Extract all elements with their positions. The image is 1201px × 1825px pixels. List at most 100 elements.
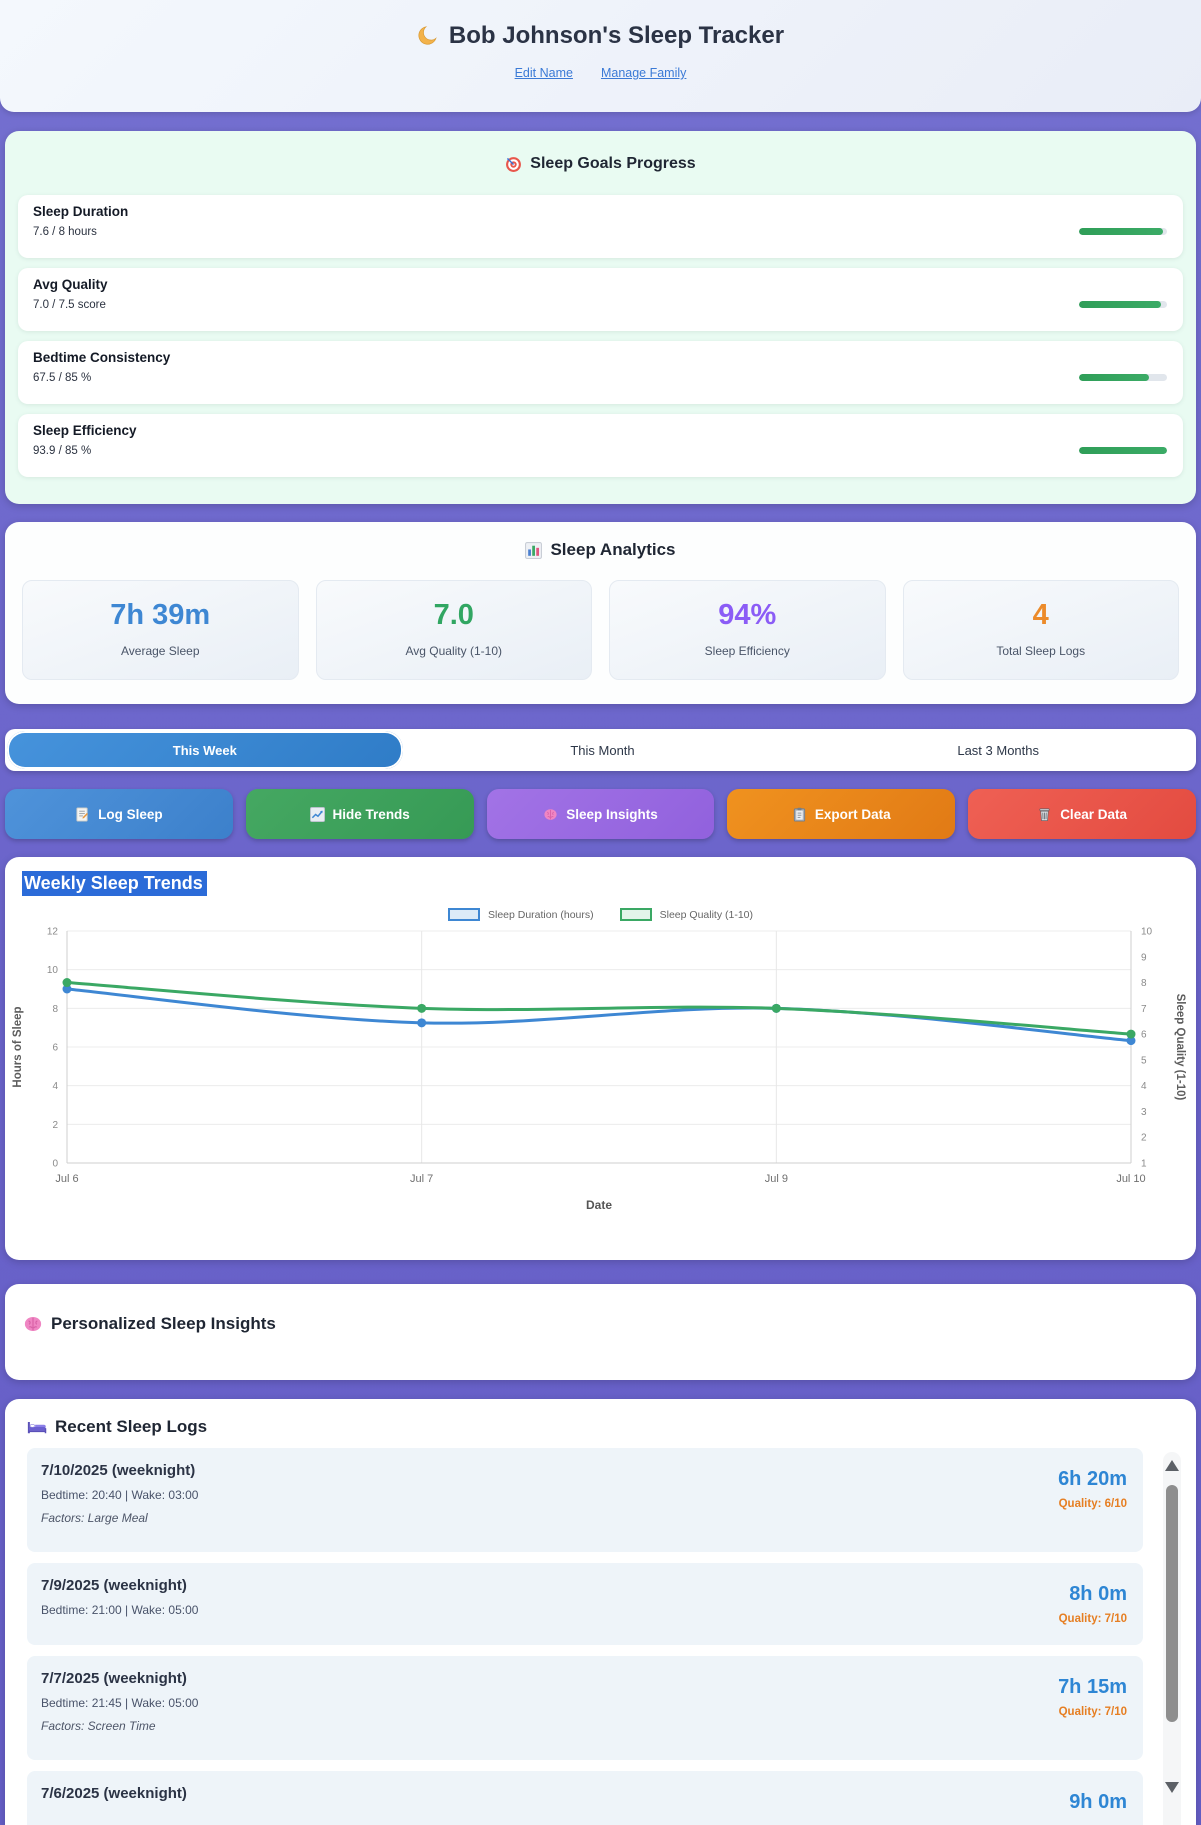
log-date: 7/6/2025 (weeknight) (41, 1785, 187, 1802)
chart-legend: Sleep Duration (hours) Sleep Quality (1-… (5, 908, 1196, 921)
goals-title: Sleep Goals Progress (18, 155, 1183, 173)
log-entry: 7/10/2025 (weeknight) Bedtime: 20:40 | W… (27, 1448, 1143, 1552)
svg-text:Jul 6: Jul 6 (55, 1173, 78, 1185)
goal-label: Avg Quality (33, 277, 108, 292)
legend-swatch (619, 908, 652, 921)
log-quality: Quality: 7/10 (1058, 1706, 1127, 1718)
hide-trends-button[interactable]: Hide Trends (245, 789, 474, 839)
goal-value: 93.9 / 85 % (33, 445, 92, 457)
goal-value: 7.6 / 8 hours (33, 226, 97, 238)
scroll-down-icon[interactable] (1165, 1782, 1179, 1793)
insights-section: Personalized Sleep Insights (5, 1284, 1196, 1380)
svg-text:Date: Date (586, 1198, 612, 1212)
log-entry: 7/6/2025 (weeknight) 9h 0m (27, 1771, 1143, 1825)
stat-label: Average Sleep (120, 644, 200, 658)
goal-label: Sleep Efficiency (33, 423, 137, 438)
svg-text:3: 3 (1141, 1107, 1147, 1118)
svg-text:8: 8 (1141, 978, 1147, 989)
sleep-goals-section: Sleep Goals Progress Sleep Duration 7.6 … (5, 131, 1196, 504)
tab-this-month[interactable]: This Month (570, 742, 635, 758)
goal-row-sleep-duration: Sleep Duration 7.6 / 8 hours (18, 195, 1183, 258)
svg-text:Jul 9: Jul 9 (765, 1173, 788, 1185)
recent-sleep-logs-section: Recent Sleep Logs 7/10/2025 (weeknight) … (5, 1399, 1196, 1825)
scroll-up-icon[interactable] (1165, 1460, 1179, 1471)
svg-text:4: 4 (1141, 1081, 1147, 1092)
sleep-log-list: 7/10/2025 (weeknight) Bedtime: 20:40 | W… (27, 1448, 1181, 1825)
tab-this-week[interactable]: This Week (7, 731, 403, 769)
moon-icon (417, 25, 439, 47)
svg-text:9: 9 (1141, 952, 1147, 963)
svg-text:4: 4 (52, 1081, 58, 1092)
svg-text:Jul 10: Jul 10 (1116, 1173, 1145, 1185)
log-entry: 7/9/2025 (weeknight) Bedtime: 21:00 | Wa… (27, 1563, 1143, 1645)
legend-item-sleep-quality[interactable]: Sleep Quality (1-10) (619, 908, 753, 921)
svg-text:10: 10 (1141, 927, 1153, 938)
svg-text:Hours of Sleep: Hours of Sleep (12, 1006, 24, 1087)
page-title-text: Bob Johnson's Sleep Tracker (448, 22, 785, 49)
manage-family-link[interactable]: Manage Family (600, 66, 687, 80)
page-title: Bob Johnson's Sleep Tracker (0, 22, 1201, 50)
stat-label: Avg Quality (1-10) (405, 644, 503, 658)
log-duration: 7h 15m (1058, 1676, 1127, 1698)
log-quality: Quality: 7/10 (1058, 1613, 1127, 1625)
action-buttons: Log Sleep Hide Trends Sleep Insights Exp… (5, 789, 1196, 839)
scrollbar-thumb[interactable] (1166, 1485, 1178, 1722)
goal-row-bedtime-consistency: Bedtime Consistency 67.5 / 85 % (18, 341, 1183, 404)
legend-item-sleep-duration[interactable]: Sleep Duration (hours) (447, 908, 594, 921)
svg-text:12: 12 (47, 927, 59, 938)
svg-text:10: 10 (47, 965, 59, 976)
log-list-scrollbar[interactable] (1163, 1452, 1181, 1825)
svg-text:7: 7 (1141, 1004, 1147, 1015)
header-links: Edit Name Manage Family (0, 66, 1201, 80)
weekly-trends-card: Weekly Sleep Trends Sleep Duration (hour… (5, 857, 1196, 1260)
stat-sleep-efficiency: 94% Sleep Efficiency (609, 580, 886, 680)
svg-text:6: 6 (1141, 1030, 1147, 1041)
stat-value: 7.0 (433, 599, 474, 631)
stat-value: 94% (718, 599, 777, 631)
insights-title: Personalized Sleep Insights (23, 1314, 1196, 1334)
svg-text:6: 6 (52, 1043, 58, 1054)
chart-title: Weekly Sleep Trends (22, 871, 1196, 896)
log-duration: 8h 0m (1069, 1583, 1127, 1605)
log-duration: 9h 0m (1069, 1791, 1127, 1813)
target-icon (505, 156, 522, 173)
log-sleep-button[interactable]: Log Sleep (5, 789, 233, 839)
tab-last-3-months[interactable]: Last 3 Months (957, 742, 1039, 758)
brain-icon (543, 807, 558, 822)
log-factors: Factors: Large Meal (41, 1511, 148, 1525)
log-date: 7/7/2025 (weeknight) (41, 1670, 187, 1687)
goal-value: 7.0 / 7.5 score (33, 299, 106, 311)
progress-bar (1079, 373, 1167, 381)
brain-icon (23, 1314, 43, 1334)
progress-fill (1079, 373, 1149, 381)
log-factors: Factors: Screen Time (41, 1719, 156, 1733)
goal-label: Sleep Duration (33, 204, 129, 219)
svg-text:1: 1 (1141, 1159, 1147, 1170)
progress-bar (1079, 300, 1167, 308)
clear-data-button[interactable]: Clear Data (968, 789, 1196, 839)
sleep-insights-button[interactable]: Sleep Insights (486, 789, 715, 839)
goal-label: Bedtime Consistency (33, 350, 171, 365)
stat-label: Total Sleep Logs (996, 644, 1086, 658)
log-quality: Quality: 6/10 (1058, 1498, 1127, 1510)
svg-text:Jul 7: Jul 7 (410, 1173, 433, 1185)
progress-bar (1079, 446, 1167, 454)
stat-avg-quality: 7.0 Avg Quality (1-10) (315, 580, 592, 680)
edit-name-link[interactable]: Edit Name (514, 66, 573, 80)
svg-text:2: 2 (52, 1120, 58, 1131)
svg-text:5: 5 (1141, 1055, 1147, 1066)
stat-label: Sleep Efficiency (704, 644, 790, 658)
chart-title-highlighted-text: Weekly Sleep Trends (22, 871, 207, 896)
clipboard-icon (792, 807, 807, 822)
export-data-button[interactable]: Export Data (727, 789, 956, 839)
log-date: 7/9/2025 (weeknight) (41, 1577, 187, 1594)
progress-bar (1079, 227, 1167, 235)
log-duration: 6h 20m (1058, 1468, 1127, 1490)
bar-chart-icon (525, 541, 543, 559)
trash-icon (1037, 807, 1052, 822)
progress-fill (1079, 300, 1161, 308)
log-date: 7/10/2025 (weeknight) (41, 1462, 196, 1479)
svg-text:0: 0 (52, 1159, 58, 1170)
